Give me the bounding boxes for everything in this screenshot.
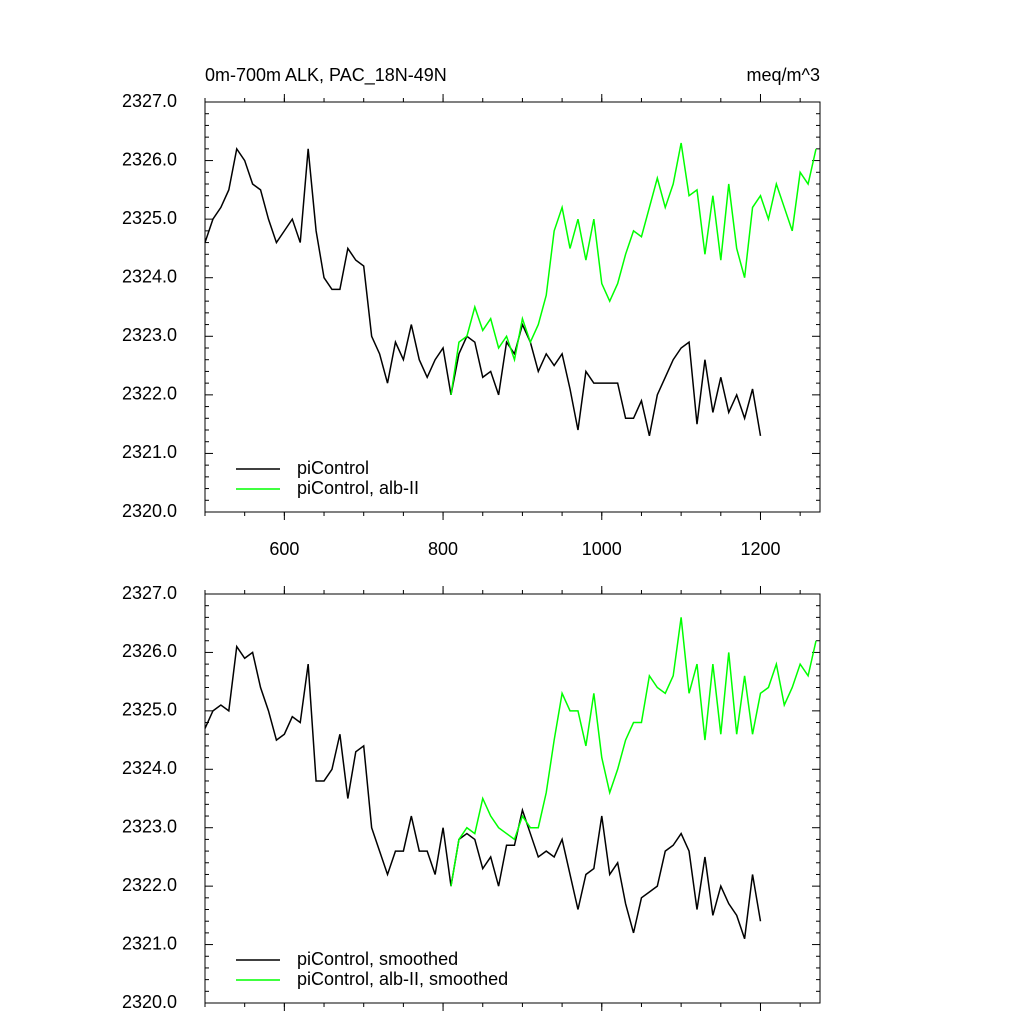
y-tick-label: 2323.0 [122,325,177,345]
data-line [204,644,762,939]
legend-label: piControl, alb-II [297,478,419,498]
x-tick-label: 1200 [740,539,780,559]
legend-label: piControl [297,458,369,478]
y-tick-label: 2323.0 [122,816,177,836]
x-tick-label: 1000 [582,539,622,559]
y-tick-label: 2327.0 [122,583,177,603]
plot-frame [204,593,821,1004]
legend-label: piControl, alb-II, smoothed [297,969,508,989]
y-tick-label: 2322.0 [122,384,177,404]
x-tick-label: 600 [269,539,299,559]
y-tick-label: 2326.0 [122,641,177,661]
y-tick-label: 2321.0 [122,442,177,462]
chart-title: 0m-700m ALK, PAC_18N-49N [205,65,447,86]
data-line [450,142,817,395]
y-tick-label: 2322.0 [122,875,177,895]
plot-frame [204,101,821,513]
y-tick-label: 2320.0 [122,992,177,1012]
y-tick-label: 2324.0 [122,266,177,286]
x-tick-label: 800 [428,539,458,559]
data-line [204,146,762,437]
y-tick-label: 2326.0 [122,149,177,169]
units-label: meq/m^3 [747,65,820,85]
legend-label: piControl, smoothed [297,949,458,969]
y-tick-label: 2327.0 [122,91,177,111]
y-tick-label: 2320.0 [122,501,177,521]
y-tick-label: 2325.0 [122,700,177,720]
y-tick-label: 2324.0 [122,758,177,778]
y-tick-label: 2321.0 [122,933,177,953]
data-line [450,617,817,887]
y-tick-label: 2325.0 [122,208,177,228]
